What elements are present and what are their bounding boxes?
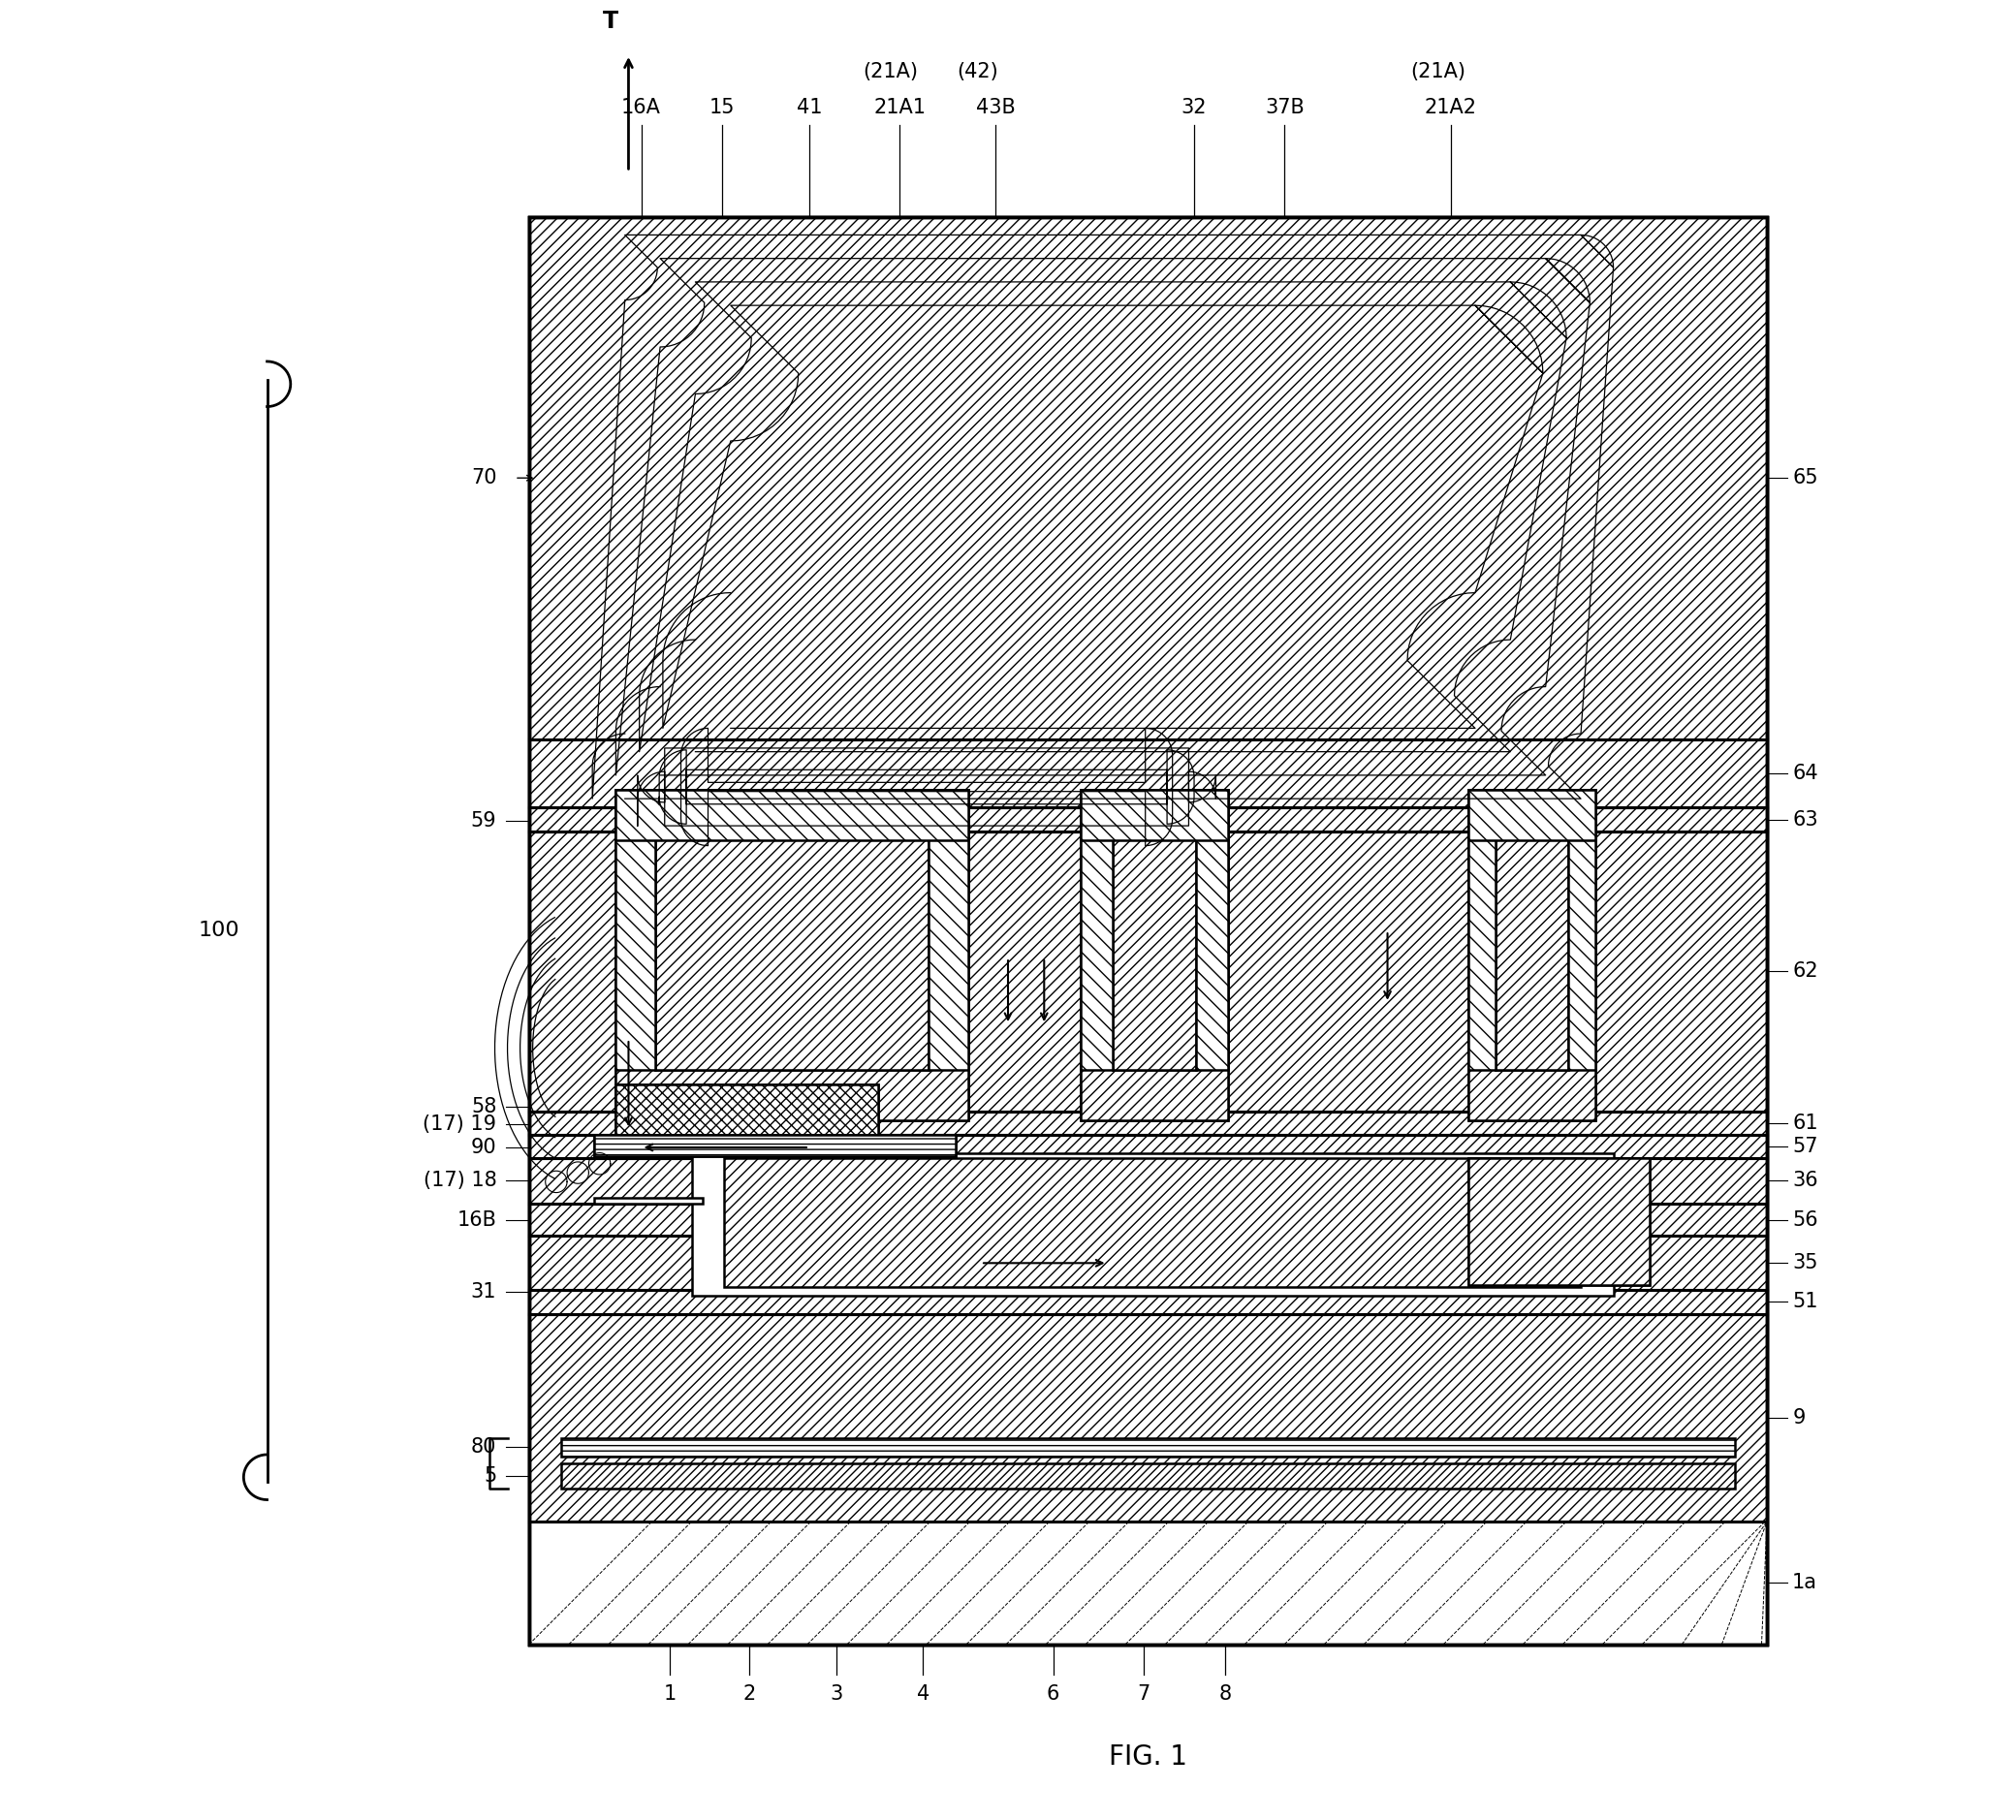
Text: 2: 2 [744, 1684, 756, 1704]
Bar [528, 1290, 1766, 1314]
Text: 65: 65 [1792, 468, 1818, 488]
Bar [615, 790, 968, 841]
Bar [615, 790, 968, 1121]
Bar [1081, 790, 1228, 1121]
Text: 3: 3 [831, 1684, 843, 1704]
Bar [1568, 794, 1595, 1070]
Text: 32: 32 [1181, 98, 1208, 118]
Bar [1113, 794, 1195, 1070]
Text: 4: 4 [917, 1684, 929, 1704]
Bar [1470, 794, 1496, 1070]
Bar [528, 217, 1766, 1643]
Bar [1470, 790, 1595, 1121]
Text: 61: 61 [1792, 1114, 1818, 1132]
Bar [528, 217, 1766, 739]
Bar [528, 808, 1766, 832]
Bar [528, 1158, 1766, 1203]
Text: 1a: 1a [1792, 1572, 1818, 1592]
Bar [1081, 794, 1113, 1070]
Bar [595, 1198, 704, 1203]
Text: 41: 41 [796, 98, 823, 118]
Bar [1113, 794, 1195, 1070]
Bar [1496, 794, 1568, 1070]
Bar [1081, 790, 1228, 1121]
Text: 35: 35 [1792, 1254, 1818, 1272]
Bar [528, 1203, 1766, 1236]
Text: 63: 63 [1792, 810, 1818, 830]
Bar [1470, 790, 1595, 1121]
Bar [562, 1438, 1734, 1456]
Text: 1: 1 [663, 1684, 677, 1704]
Text: 90: 90 [472, 1138, 496, 1158]
Text: 21A2: 21A2 [1425, 98, 1478, 118]
Bar [691, 1152, 1613, 1296]
Bar [528, 1522, 1766, 1643]
Bar [929, 794, 968, 1070]
Bar [1496, 794, 1568, 1070]
Bar [1470, 1158, 1649, 1285]
Bar [528, 217, 1766, 1643]
Text: 7: 7 [1137, 1684, 1149, 1704]
Text: (21A): (21A) [863, 62, 917, 82]
Text: 62: 62 [1792, 961, 1818, 981]
Bar [1470, 1158, 1649, 1285]
Text: 36: 36 [1792, 1170, 1818, 1190]
Text: FIG. 1: FIG. 1 [1109, 1744, 1187, 1771]
Text: 8: 8 [1218, 1684, 1232, 1704]
Text: 15: 15 [710, 98, 736, 118]
Text: 57: 57 [1792, 1138, 1818, 1156]
Text: T: T [603, 9, 619, 33]
Text: 16B: 16B [458, 1210, 496, 1228]
Text: 59: 59 [472, 810, 496, 830]
Bar [1470, 790, 1595, 841]
Bar [615, 1085, 877, 1143]
Bar [655, 794, 929, 1070]
Bar [562, 1463, 1734, 1489]
Bar [615, 1085, 877, 1143]
Text: 31: 31 [472, 1283, 496, 1301]
Text: (42): (42) [956, 62, 998, 82]
Text: 6: 6 [1046, 1684, 1060, 1704]
Bar [528, 1112, 1766, 1134]
Bar [528, 1314, 1766, 1522]
Text: 21A1: 21A1 [873, 98, 925, 118]
Text: (17) 19: (17) 19 [423, 1114, 496, 1134]
Text: 5: 5 [484, 1467, 496, 1485]
Bar [595, 1134, 956, 1156]
Bar [615, 794, 655, 1070]
Bar [528, 739, 1766, 808]
Bar [595, 1134, 956, 1156]
Text: 37B: 37B [1264, 98, 1304, 118]
Text: 80: 80 [472, 1438, 496, 1458]
Bar [724, 1158, 1581, 1287]
Bar [1081, 790, 1228, 841]
Text: (17) 18: (17) 18 [423, 1170, 496, 1190]
Text: 56: 56 [1792, 1210, 1818, 1228]
Bar [615, 790, 968, 1121]
Bar [528, 1134, 1766, 1158]
Text: 9: 9 [1792, 1409, 1804, 1427]
Text: 16A: 16A [621, 98, 661, 118]
Text: 100: 100 [200, 921, 240, 941]
Bar [1195, 794, 1228, 1070]
Bar [528, 217, 1766, 1643]
Text: 70: 70 [472, 468, 496, 488]
Bar [528, 832, 1766, 1112]
Text: 64: 64 [1792, 764, 1818, 783]
Text: 58: 58 [472, 1097, 496, 1116]
Bar [528, 1236, 1766, 1290]
Text: 51: 51 [1792, 1292, 1818, 1312]
Bar [655, 794, 929, 1070]
Text: 43B: 43B [976, 98, 1016, 118]
Text: (21A): (21A) [1411, 62, 1466, 82]
